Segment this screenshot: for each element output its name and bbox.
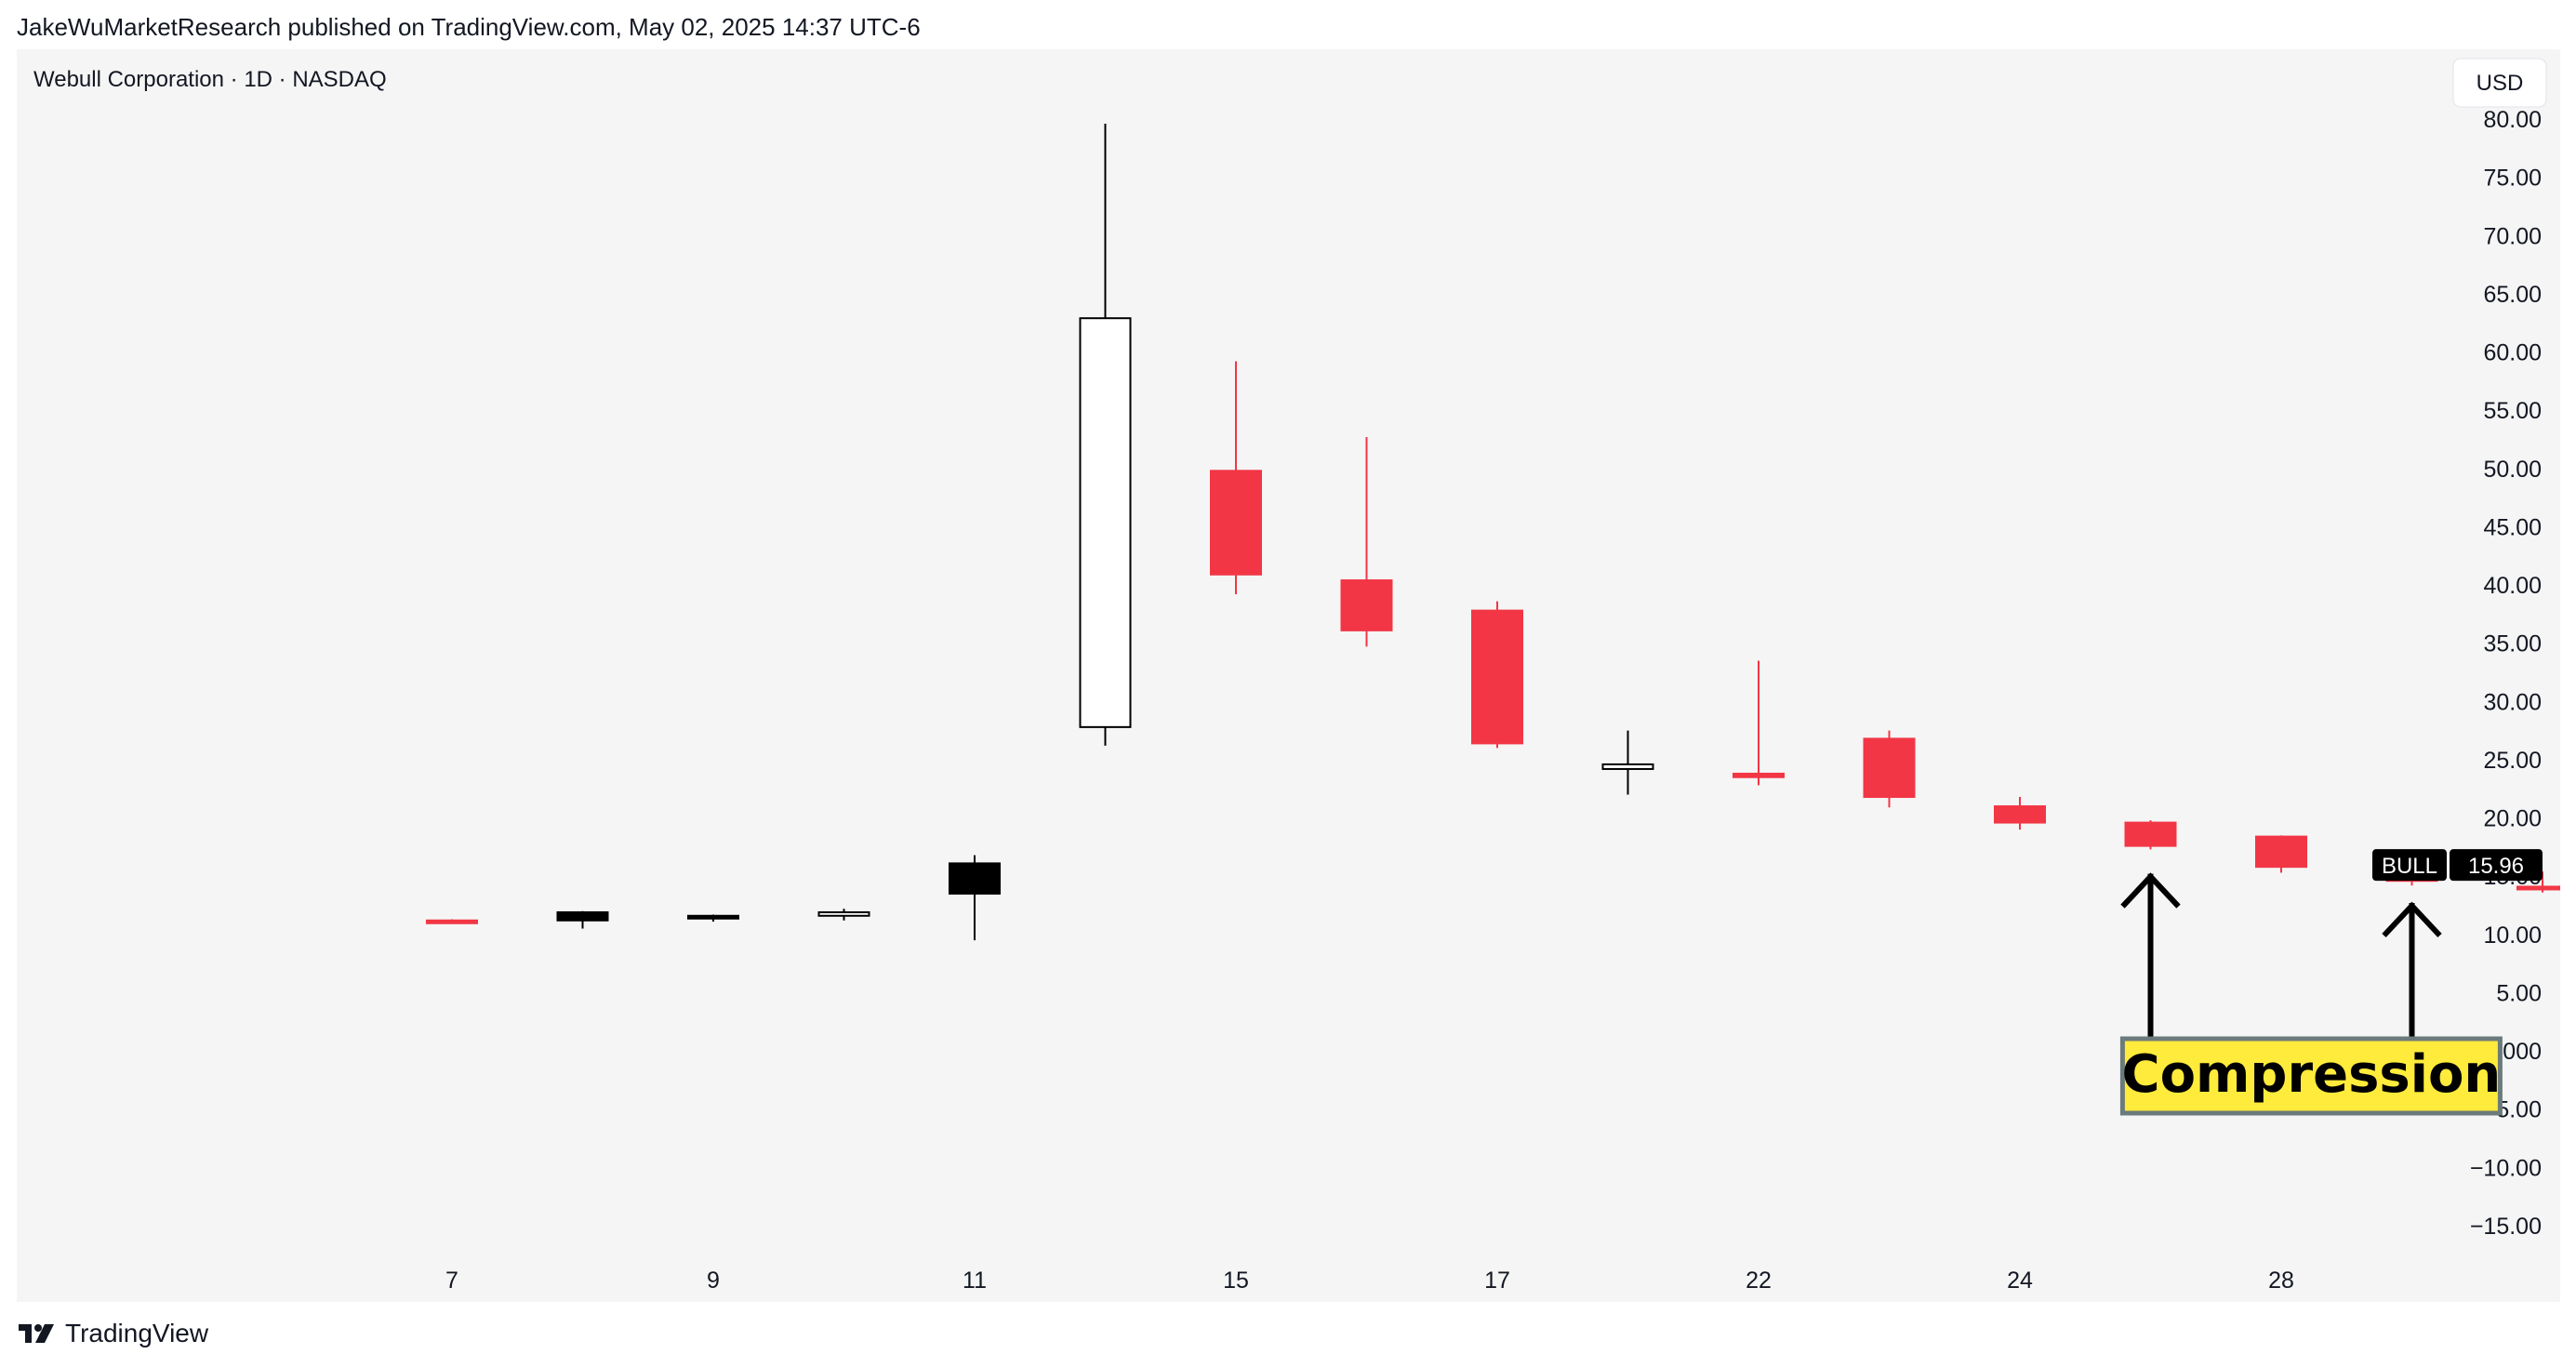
y-tick-label: 70.00: [2483, 223, 2542, 249]
candle-body[interactable]: [2255, 835, 2307, 869]
y-tick-label: 25.00: [2483, 748, 2542, 774]
y-tick-label: −10.00: [2470, 1155, 2542, 1181]
candle-body[interactable]: [1340, 579, 1393, 631]
y-tick-label: 55.00: [2483, 398, 2542, 424]
y-tick-label: 5.00: [2496, 980, 2542, 1006]
y-tick-label: −15.00: [2470, 1214, 2542, 1240]
tradingview-logo-icon: [19, 1324, 54, 1343]
y-tick-label: 50.00: [2483, 457, 2542, 483]
y-tick-label: 20.00: [2483, 806, 2542, 832]
candle-body[interactable]: [949, 862, 1001, 895]
chart-panel[interactable]: Webull Corporation · 1D · NASDAQ USD 80.00…: [17, 49, 2560, 1302]
candle-body[interactable]: [2124, 821, 2177, 847]
candle-body[interactable]: [817, 911, 870, 917]
candle-body[interactable]: [1994, 805, 2046, 824]
candle-body[interactable]: [1601, 763, 1654, 770]
candle-body[interactable]: [1863, 737, 1916, 799]
currency-label: USD: [2476, 71, 2524, 96]
currency-button[interactable]: [2452, 58, 2547, 108]
x-tick-label: 7: [445, 1267, 458, 1294]
y-tick-label: 45.00: [2483, 514, 2542, 540]
x-tick-label: 17: [1484, 1267, 1510, 1294]
x-tick-label: 11: [963, 1267, 987, 1294]
last-price-label: 15.96: [2468, 854, 2524, 879]
annotation-text: Compression: [2121, 1044, 2501, 1105]
chart-title: Webull Corporation · 1D · NASDAQ: [33, 67, 387, 92]
x-tick-label: 22: [1746, 1267, 1772, 1294]
x-tick-label: 28: [2268, 1267, 2294, 1294]
candle-body[interactable]: [1733, 772, 1785, 778]
price-chart[interactable]: Webull Corporation · 1D · NASDAQ USD 80.00…: [17, 49, 2560, 1302]
y-tick-label: 75.00: [2483, 166, 2542, 192]
x-tick-label: 24: [2007, 1267, 2033, 1294]
candle-body[interactable]: [2516, 885, 2560, 891]
annotation-arrow-head: [2382, 901, 2442, 938]
candle-body[interactable]: [1210, 470, 1262, 576]
annotation-box[interactable]: [2119, 1036, 2503, 1116]
y-tick-label: 40.00: [2483, 573, 2542, 599]
symbol-label: BULL: [2382, 854, 2437, 879]
symbol-badge: [2372, 849, 2447, 882]
candle-body[interactable]: [426, 919, 478, 924]
publish-info: JakeWuMarketResearch published on Tradin…: [17, 13, 921, 41]
last-price-badge: [2450, 849, 2543, 882]
candle-body[interactable]: [687, 914, 739, 920]
annotation-arrow-head: [2120, 872, 2181, 909]
y-tick-label: 30.00: [2483, 689, 2542, 715]
brand-text: TradingView: [65, 1319, 209, 1347]
x-tick-label: 15: [1223, 1267, 1249, 1294]
y-tick-label: 10.00: [2483, 922, 2542, 949]
candle-body[interactable]: [1471, 609, 1523, 745]
y-tick-label: 60.00: [2483, 340, 2542, 366]
candle-body[interactable]: [556, 911, 609, 922]
tradingview-brand[interactable]: TradingView: [19, 1319, 208, 1348]
y-tick-label: 35.00: [2483, 631, 2542, 657]
candle-body[interactable]: [1079, 317, 1132, 728]
x-tick-label: 9: [707, 1267, 720, 1294]
y-tick-label: 65.00: [2483, 282, 2542, 308]
y-tick-label: 80.00: [2483, 107, 2542, 133]
